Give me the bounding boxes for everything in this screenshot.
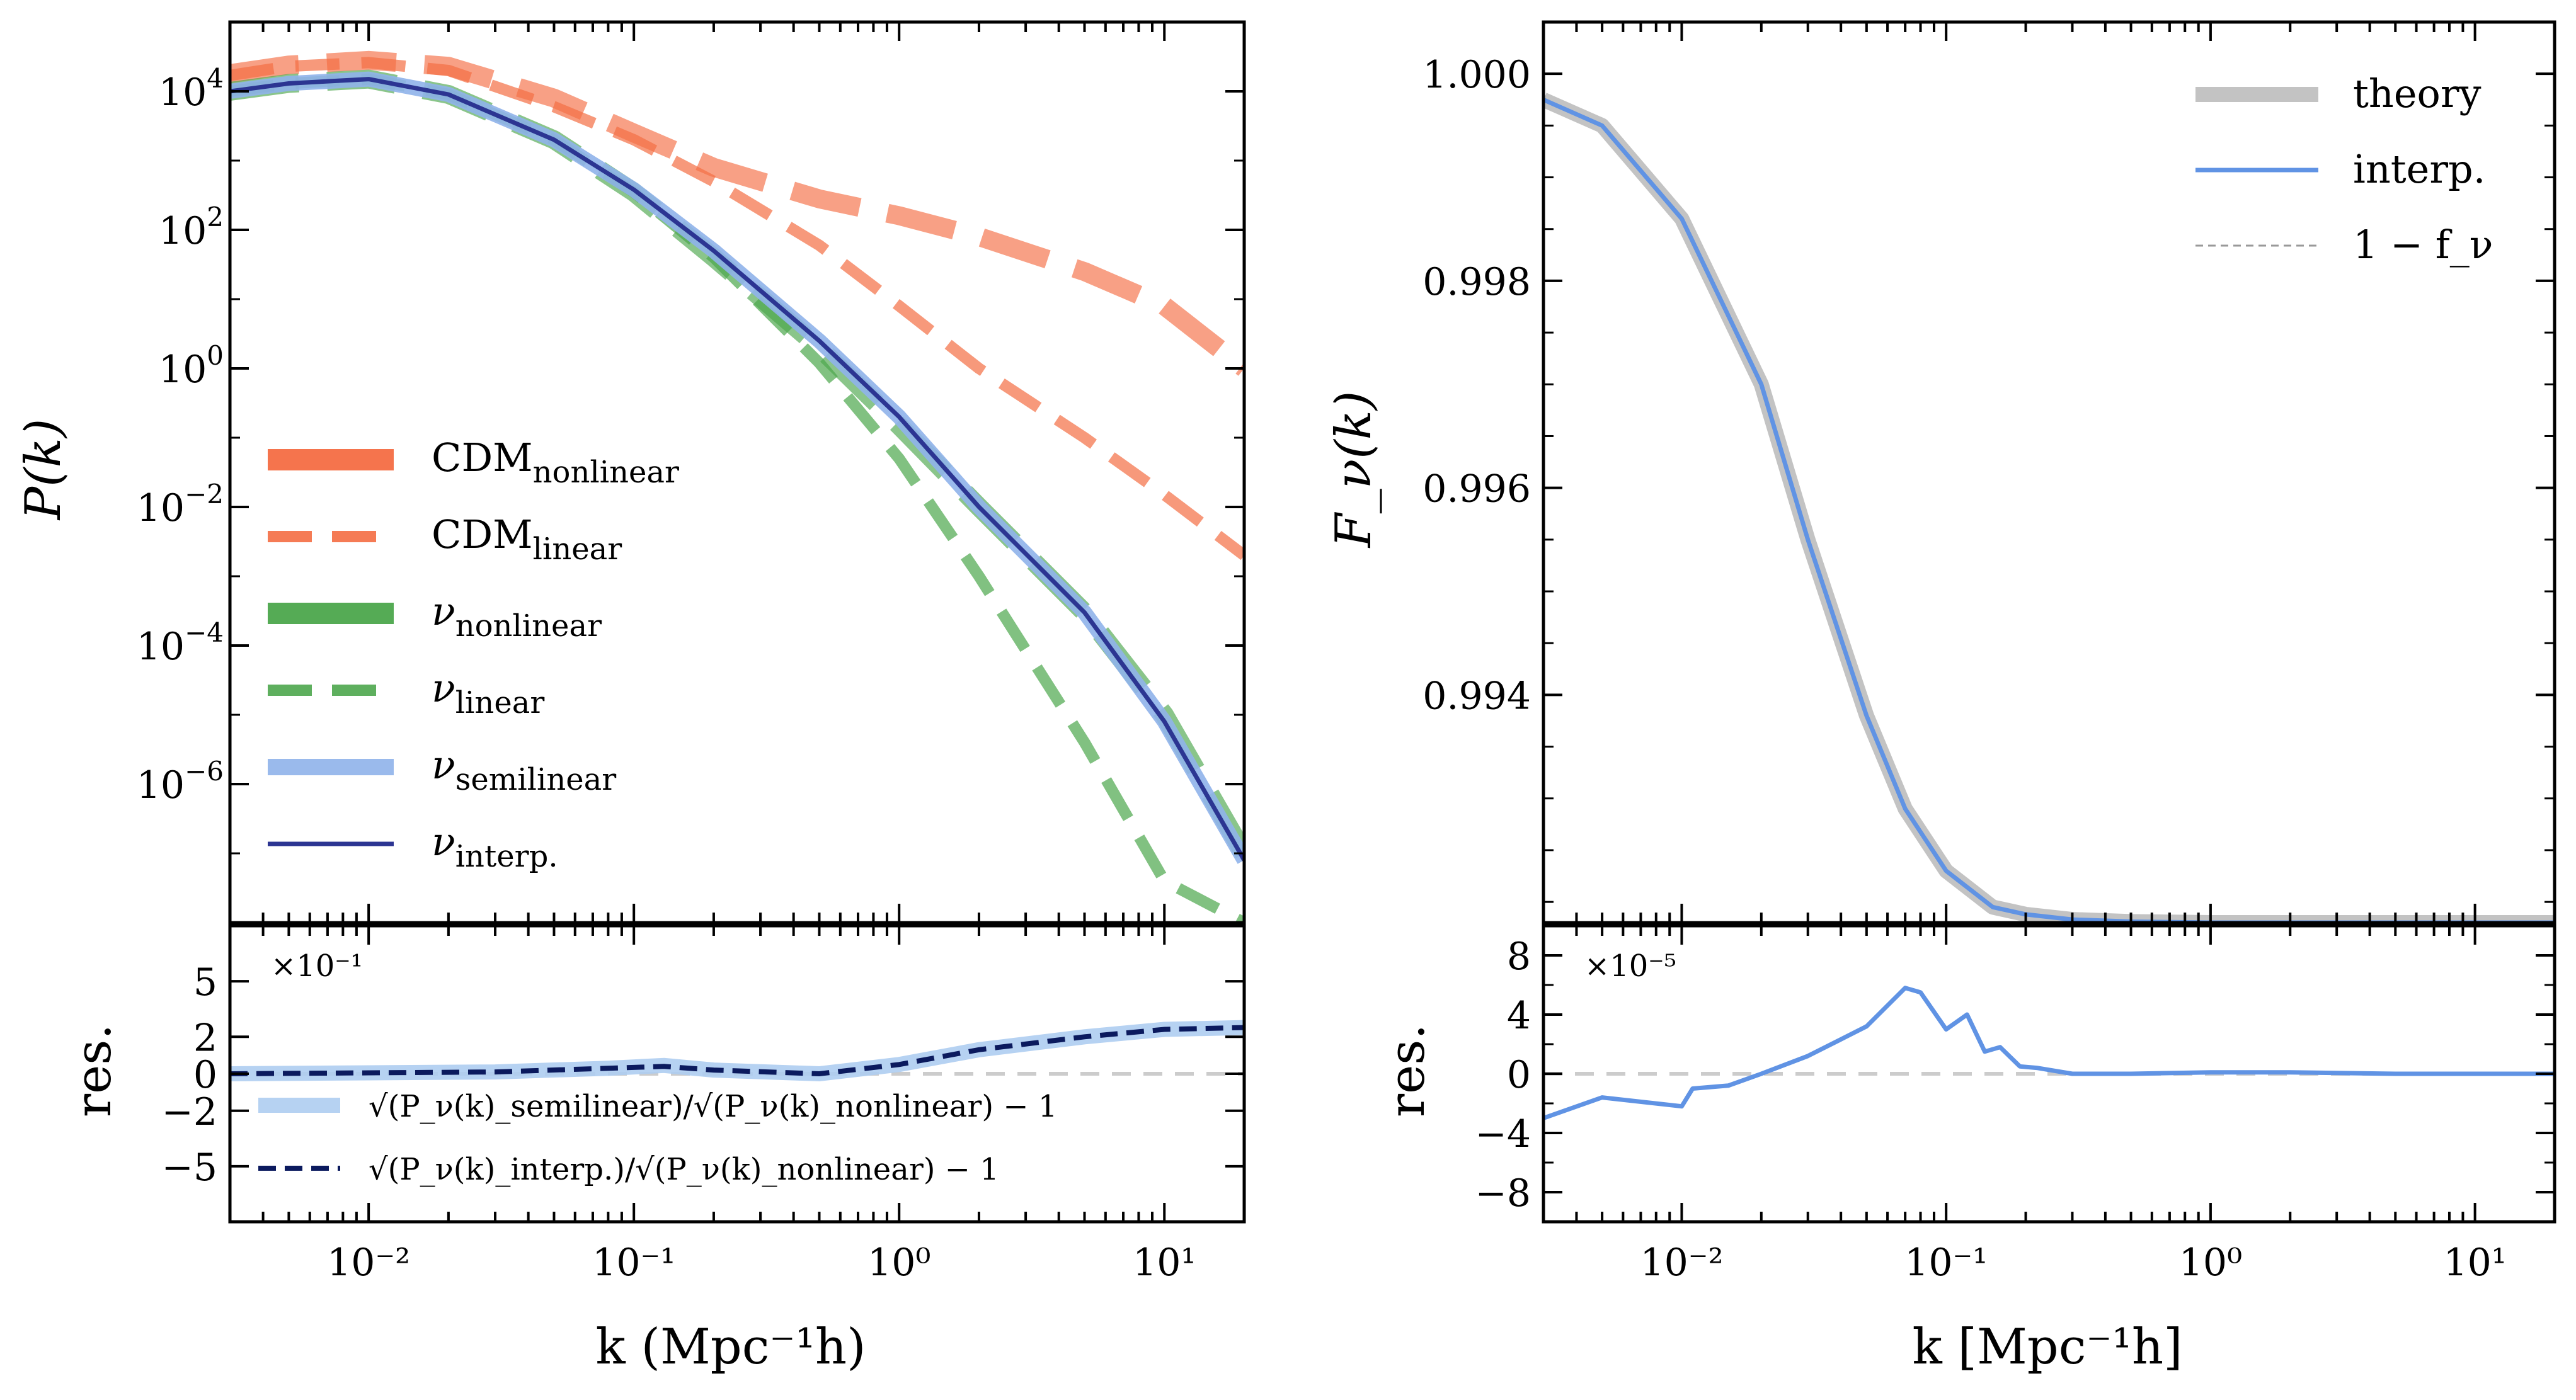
rb-xtick-label: 10¹ (2443, 1241, 2506, 1285)
rt-ytick-label: 1.000 (1423, 53, 1531, 97)
right-bottom-ylabel: res. (1379, 1024, 1436, 1117)
rb-xtick-label: 10⁰ (2179, 1241, 2242, 1285)
legend-label: νlinear (432, 665, 544, 720)
right-xlabel: k [Mpc⁻¹h] (1912, 1319, 2182, 1375)
left-bottom-scale-note: ×10⁻¹ (271, 948, 363, 984)
right-bottom-scale-note: ×10⁻⁵ (1584, 948, 1676, 984)
series-interp- (1543, 98, 2555, 923)
rb-xtick-label: 10⁻¹ (1904, 1241, 1988, 1285)
rb-ytick-label: −8 (1475, 1171, 1531, 1215)
left-bottom-ylabel: res. (66, 1024, 122, 1117)
lt-ytick-label: 104 (159, 63, 224, 115)
left-top-panel: 104 102 100 10−2 10−4 10−6 (137, 20, 1246, 925)
lt-ytick-label: 10−2 (137, 479, 224, 530)
legend-label: √(P_ν(k)_semilinear)/√(P_ν(k)_nonlinear)… (369, 1089, 1057, 1124)
legend-label: νnonlinear (432, 588, 602, 644)
rb-ytick-label: 0 (1507, 1053, 1531, 1097)
right-top-panel: 1.000 0.998 0.996 0.994 (1423, 20, 2556, 925)
lt-ytick-label: 10−6 (137, 756, 224, 807)
lt-ytick-label: 10−4 (137, 617, 224, 669)
lb-xtick-label: 10⁻² (327, 1241, 410, 1285)
left-top-ylabel: P(k) (15, 419, 72, 521)
lt-ytick-label: 102 (159, 202, 224, 253)
lt-frame (228, 20, 1246, 925)
legend-label: theory (2353, 71, 2482, 117)
lb-xtick-label: 10⁻¹ (592, 1241, 675, 1285)
left-xlabel: k (Mpc⁻¹h) (595, 1319, 866, 1375)
left-top-legend: CDMnonlinear CDMlinear νnonlinear νlinear νs… (268, 435, 679, 874)
lb-frame (228, 924, 1246, 1224)
rt-ytick-label: 0.998 (1423, 260, 1531, 304)
lb-ytick-label: −2 (162, 1090, 217, 1134)
right-top-ylabel: F_ν(k) (1325, 391, 1382, 549)
left-bottom-panel: 5 20−2 −5 10⁻² 10⁻¹ 10⁰ 10¹ (162, 924, 1246, 1285)
rt-ytick-label: 0.994 (1423, 674, 1531, 718)
series-residual (1543, 986, 2555, 1120)
rt-ytick-label: 0.996 (1423, 467, 1531, 511)
lb-xtick-label: 10⁰ (867, 1241, 930, 1285)
series-nu-interp (230, 77, 1244, 862)
lb-xtick-label: 10¹ (1133, 1241, 1196, 1285)
rb-ytick-label: 4 (1507, 994, 1531, 1038)
rb-xtick-label: 10⁻² (1640, 1241, 1723, 1285)
legend-label: νsemilinear (432, 742, 616, 797)
left-bottom-legend: √(P_ν(k)_semilinear)/√(P_ν(k)_nonlinear)… (258, 1089, 1057, 1187)
lb-ytick-label: 2 (193, 1016, 217, 1060)
lt-ytick-label: 100 (159, 340, 224, 392)
right-bottom-panel: 8 4 0 −4 −8 10⁻² 10⁻¹ 10⁰ 10¹ (1475, 924, 2556, 1285)
legend-label: CDMlinear (432, 511, 622, 567)
legend-label: νinterp. (432, 819, 558, 874)
legend-label: √(P_ν(k)_interp.)/√(P_ν(k)_nonlinear) − … (369, 1152, 999, 1187)
series-interp_ratio (230, 1025, 1244, 1077)
rb-ytick-label: 8 (1507, 935, 1531, 979)
lb-ytick-label: −5 (162, 1146, 217, 1190)
legend-label: CDMnonlinear (432, 435, 679, 490)
rt-frame (1542, 20, 2556, 925)
lb-ytick-label: 5 (193, 960, 217, 1004)
series-cdm-linear (230, 57, 1244, 561)
rb-ytick-label: −4 (1475, 1112, 1531, 1156)
right-top-legend: theory interp. 1 − f_ν (2195, 71, 2493, 268)
lb-ytick-label: 0 (193, 1053, 217, 1097)
rb-frame (1542, 924, 2556, 1224)
legend-label: 1 − f_ν (2353, 222, 2493, 268)
legend-label: interp. (2353, 146, 2485, 192)
